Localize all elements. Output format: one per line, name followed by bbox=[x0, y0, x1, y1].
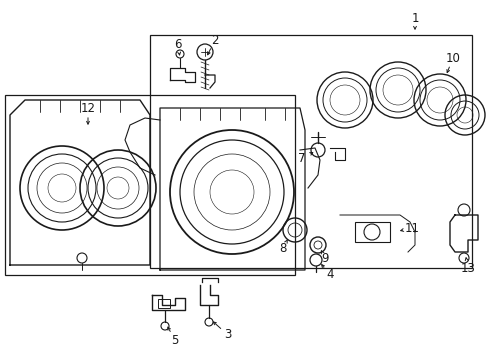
Text: 6: 6 bbox=[174, 37, 182, 50]
Text: 3: 3 bbox=[224, 328, 231, 342]
Text: 13: 13 bbox=[460, 261, 474, 274]
Bar bbox=[150, 35, 471, 268]
Bar bbox=[158, 299, 170, 308]
Text: 9: 9 bbox=[321, 252, 328, 265]
Text: 1: 1 bbox=[410, 12, 418, 24]
Text: 5: 5 bbox=[171, 333, 178, 346]
Text: 11: 11 bbox=[404, 221, 419, 234]
Bar bbox=[5, 95, 294, 275]
Text: 4: 4 bbox=[325, 269, 333, 282]
Text: 2: 2 bbox=[211, 33, 218, 46]
Text: 12: 12 bbox=[81, 102, 95, 114]
Text: 8: 8 bbox=[279, 242, 286, 255]
Bar bbox=[354, 222, 389, 242]
Text: 10: 10 bbox=[445, 51, 460, 64]
Text: 7: 7 bbox=[298, 152, 305, 165]
